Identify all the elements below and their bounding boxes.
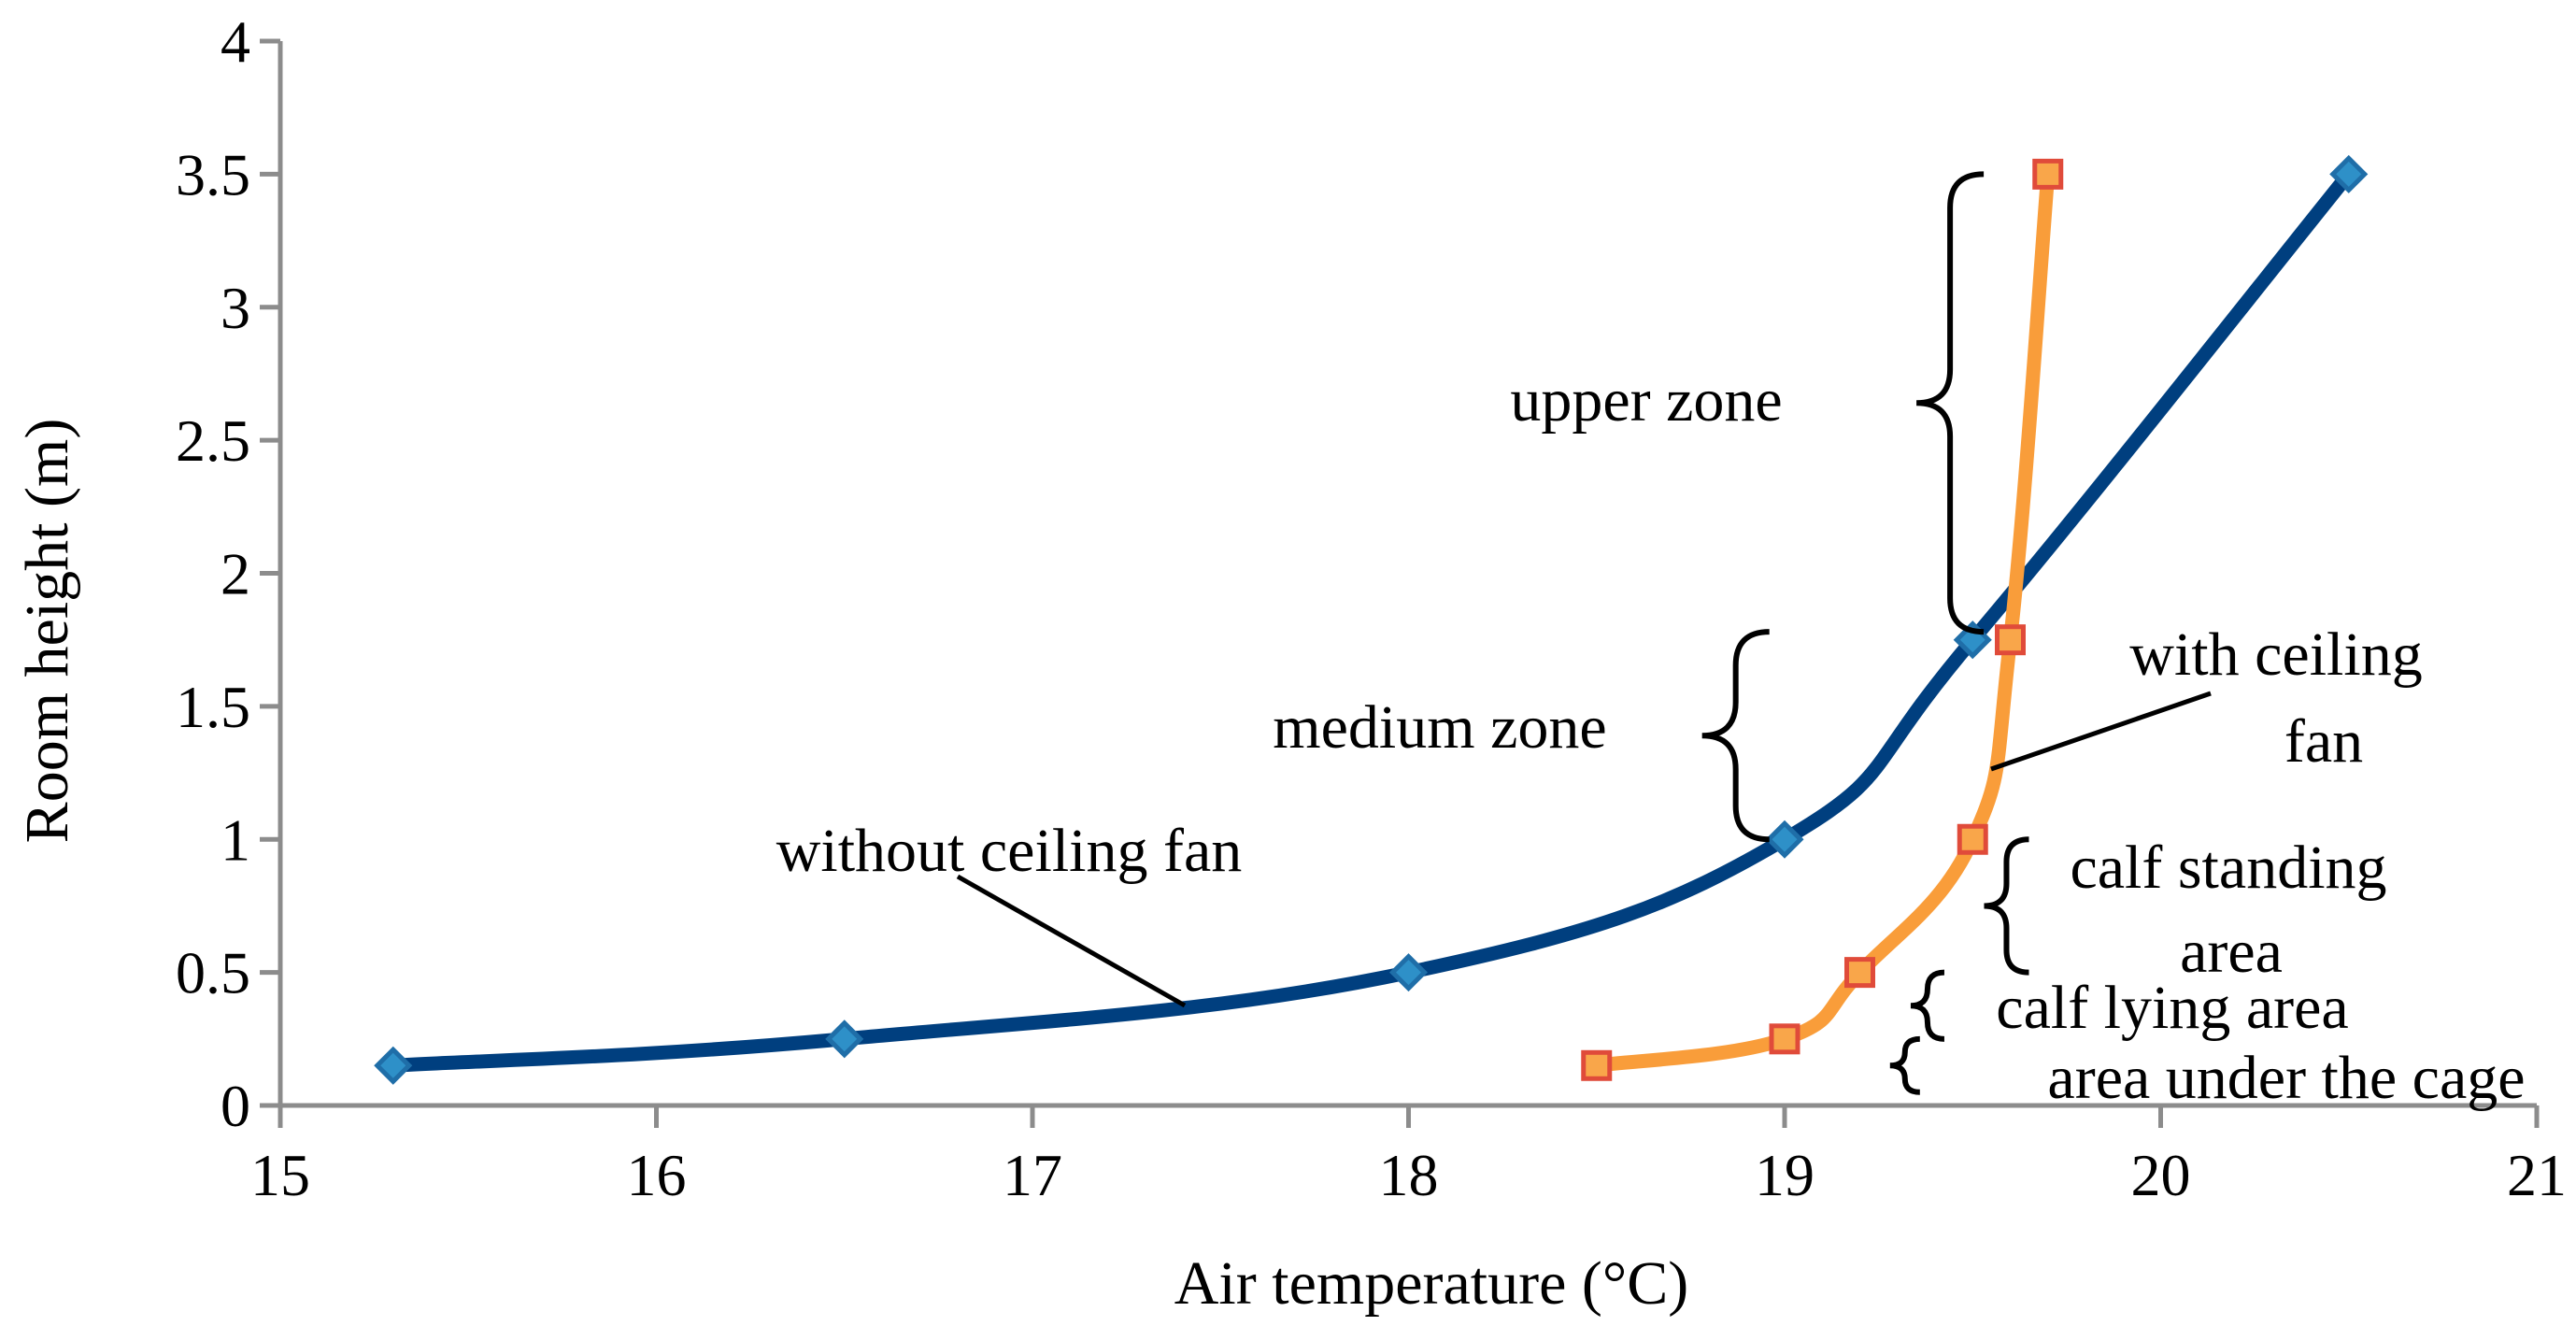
y-tick-label: 3: [221, 275, 250, 341]
data-point-without-fan: [1765, 820, 1804, 859]
x-tick-label: 19: [1755, 1142, 1815, 1208]
series-line-with-fan: [1589, 166, 2056, 1073]
y-tick-label: 1: [221, 806, 250, 873]
brace-medium-zone: [1701, 629, 1770, 843]
y-tick-label: 0.5: [176, 940, 250, 1006]
y-tick-label: 2: [221, 541, 250, 607]
x-axis-title: Air temperature (°C): [1174, 1249, 1689, 1318]
x-tick-label: 21: [2507, 1142, 2567, 1208]
data-point-with-fan: [1581, 1049, 1613, 1081]
data-point-with-fan: [1769, 1023, 1800, 1055]
data-point-with-fan: [1844, 957, 1875, 989]
x-tick-label: 20: [2131, 1142, 2191, 1208]
y-tick-label: 1.5: [176, 674, 250, 740]
data-point-without-fan: [1388, 953, 1429, 992]
data-point-without-fan: [374, 1046, 413, 1085]
brace-under-cage: [1889, 1035, 1920, 1095]
label-under-cage: area under the cage: [2047, 1044, 2525, 1112]
label-without-fan: without ceiling fan: [776, 817, 1243, 885]
x-tick-label: 16: [627, 1142, 687, 1208]
leader-line-without-fan: [956, 874, 1187, 1008]
series-markers: [374, 154, 2369, 1085]
series-lines: [386, 166, 2356, 1073]
data-point-with-fan: [1957, 823, 1988, 855]
label-calf-lying: calf lying area: [1996, 974, 2348, 1042]
y-tick-label: 0: [221, 1073, 250, 1139]
y-axis-title: Room height (m): [13, 419, 81, 844]
label-medium-zone: medium zone: [1273, 693, 1606, 762]
y-tick-label: 2.5: [176, 407, 250, 474]
y-tick-label: 3.5: [176, 141, 250, 207]
data-point-with-fan: [1995, 624, 2026, 656]
leader-line-with-fan: [1990, 691, 2212, 772]
x-tick-label: 17: [1003, 1142, 1062, 1208]
label-with-fan-line1: with ceiling: [2129, 620, 2422, 689]
data-point-without-fan: [825, 1019, 864, 1059]
series-line-without-fan: [386, 166, 2356, 1073]
x-tick-label: 18: [1379, 1142, 1439, 1208]
ticks: 15 16 17 18 19 20 21 0 0.5 1 1.5 2 2.5 3 3.5 4: [176, 8, 2567, 1208]
data-point-without-fan: [2329, 154, 2369, 193]
brace-calf-standing: [1984, 836, 2029, 976]
x-tick-label: 15: [250, 1142, 310, 1208]
data-point-with-fan: [2032, 158, 2064, 190]
brace-calf-lying: [1910, 969, 1945, 1042]
label-calf-standing-line1: calf standing: [2070, 834, 2386, 902]
label-with-fan-line2: fan: [2284, 707, 2363, 776]
label-calf-standing-line2: area: [2180, 918, 2283, 986]
brace-upper-zone: [1915, 171, 1985, 635]
y-tick-label: 4: [221, 8, 250, 75]
label-upper-zone: upper zone: [1510, 366, 1782, 435]
annotations: without ceiling fan with ceiling fan upp…: [776, 171, 2526, 1112]
